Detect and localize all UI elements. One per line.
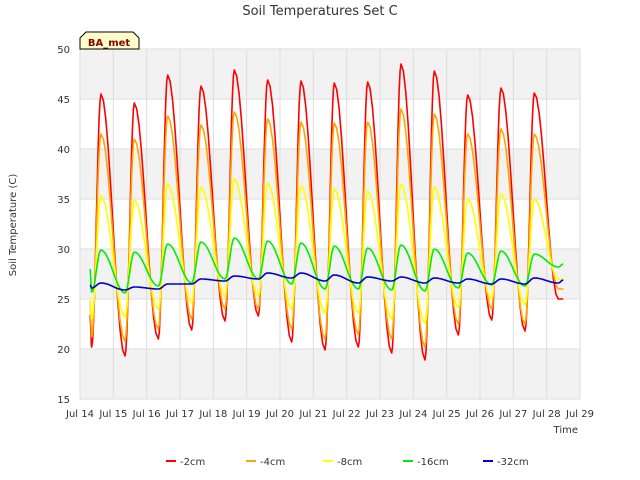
y-tick-label: 15 xyxy=(57,395,70,406)
x-tick-label: Jul 17 xyxy=(165,409,194,420)
grid-band xyxy=(80,349,580,399)
y-axis-label: Soil Temperature (C) xyxy=(8,174,19,277)
x-tick-label: Jul 26 xyxy=(465,409,494,420)
y-tick-label: 35 xyxy=(57,195,70,206)
legend-item: -32cm xyxy=(483,457,529,468)
y-tick-labels: 15 20 25 30 35 40 45 50 xyxy=(57,45,70,406)
legend-label: -4cm xyxy=(260,457,285,468)
x-tick-label: Jul 15 xyxy=(98,409,127,420)
legend-label: -8cm xyxy=(337,457,362,468)
series-line xyxy=(89,63,564,361)
x-tick-label: Jul 18 xyxy=(198,409,227,420)
x-tick-label: Jul 25 xyxy=(432,409,461,420)
legend-item: -2cm xyxy=(166,457,205,468)
series-line xyxy=(89,108,564,348)
y-tick-label: 40 xyxy=(57,145,70,156)
x-tick-label: Jul 19 xyxy=(232,409,261,420)
y-tick-label: 25 xyxy=(57,295,70,306)
legend-label: -2cm xyxy=(180,457,205,468)
legend-label: -16cm xyxy=(417,457,449,468)
series-line xyxy=(89,178,564,324)
chart-title: Soil Temperatures Set C xyxy=(242,4,397,19)
x-tick-label: Jul 28 xyxy=(532,409,561,420)
legend-label: -32cm xyxy=(497,457,529,468)
y-tick-label: 50 xyxy=(57,45,70,56)
y-tick-label: 45 xyxy=(57,95,70,106)
x-tick-label: Jul 29 xyxy=(565,409,594,420)
x-tick-label: Jul 27 xyxy=(498,409,527,420)
x-tick-labels: Jul 14 Jul 15 Jul 16 Jul 17 Jul 18 Jul 19 Jul … xyxy=(65,409,594,420)
grid-band xyxy=(80,49,580,99)
y-tick-label: 20 xyxy=(57,345,70,356)
legend: -2cm -4cm -8cm -16cm -32cm xyxy=(166,457,529,468)
series-line xyxy=(89,237,564,294)
x-tick-label: Jul 23 xyxy=(365,409,394,420)
x-tick-label: Jul 22 xyxy=(332,409,361,420)
x-axis-label: Time xyxy=(553,425,578,436)
x-tick-label: Jul 20 xyxy=(265,409,294,420)
series-lines xyxy=(89,63,564,361)
x-tick-label: Jul 14 xyxy=(65,409,94,420)
x-tick-label: Jul 24 xyxy=(398,409,427,420)
x-tick-label: Jul 16 xyxy=(132,409,161,420)
station-badge-label: BA_met xyxy=(88,38,131,49)
station-badge: BA_met xyxy=(79,31,140,50)
legend-item: -8cm xyxy=(323,457,362,468)
legend-item: -16cm xyxy=(403,457,449,468)
x-tick-label: Jul 21 xyxy=(298,409,327,420)
legend-item: -4cm xyxy=(246,457,285,468)
y-tick-label: 30 xyxy=(57,245,70,256)
series-line xyxy=(89,272,564,291)
grid-bands xyxy=(80,49,580,399)
